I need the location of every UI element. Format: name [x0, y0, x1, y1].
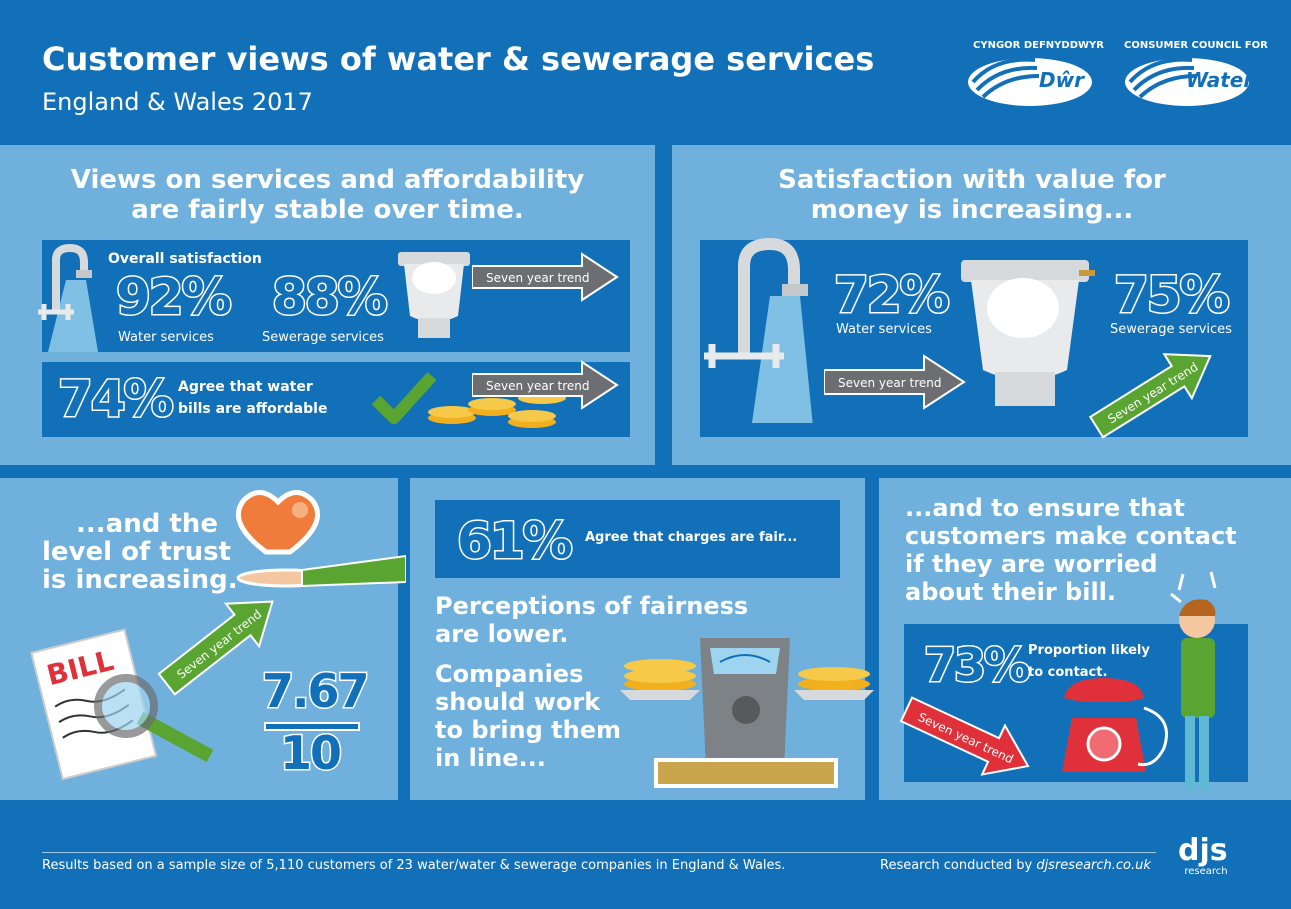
affordability-line2: bills are affordable	[178, 401, 328, 417]
value-for-money-box: 72% Water services 75% Sewerage services…	[700, 237, 1248, 439]
panel2-heading: Satisfaction with value for money is inc…	[672, 165, 1272, 225]
contact-text: ...and to ensure that customers make con…	[905, 494, 1237, 606]
toilet-icon	[398, 252, 470, 338]
water-services-label: Water services	[118, 330, 214, 345]
trend-label-2: Seven year trend	[486, 379, 589, 393]
water-satisfaction-pct: 92%	[115, 267, 234, 328]
trust-trend-label: Seven year trend	[174, 607, 264, 682]
panel2-heading-line2: money is increasing...	[810, 195, 1134, 225]
trend-arrow-up-trust: Seven year trend	[157, 600, 274, 696]
panel-fairness: 61% Agree that charges are fair... Perce…	[410, 478, 874, 800]
tap-icon	[38, 243, 98, 352]
footer-research-prefix: Research conducted by	[880, 858, 1037, 873]
panel1-heading-line2: are fairly stable over time.	[131, 195, 524, 225]
fairness-box: 61% Agree that charges are fair...	[435, 500, 840, 578]
contact-label-line2: to contact.	[1028, 665, 1108, 680]
trend-arrow-flat-1: Seven year trend	[472, 252, 619, 302]
logo-welsh: CYNGOR DEFNYDDWYR Dŵr	[965, 40, 1104, 110]
overall-satisfaction-box: Overall satisfaction 92% Water services …	[38, 240, 630, 352]
contact-label: Proportion likely to contact.	[1028, 640, 1150, 684]
djs-logo-sub: research	[1184, 866, 1228, 877]
fairness-pct: 61%	[456, 511, 575, 572]
trust-line2: level of trust	[42, 537, 231, 567]
companies-line4: in line...	[435, 744, 546, 772]
trust-score-denominator: 10	[278, 725, 343, 782]
heart-hand-icon	[235, 490, 406, 588]
contact-line1: ...and to ensure that	[905, 494, 1185, 522]
affordability-pct: 74%	[57, 369, 176, 430]
bill-magnifier-icon: BILL	[30, 628, 214, 781]
coins-icon	[428, 392, 566, 428]
panel-trust: ...and the level of trust is increasing.…	[0, 478, 406, 800]
check-icon	[371, 371, 437, 424]
djs-logo-word: djs	[1178, 833, 1228, 868]
trust-score-divider	[264, 722, 360, 731]
trust-line3: is increasing.	[42, 565, 238, 595]
vfm-trend-sewer: Seven year trend	[1105, 360, 1200, 427]
contact-line2: customers make contact	[905, 522, 1237, 550]
sewerage-services-label: Sewerage services	[262, 330, 384, 345]
contact-pct: 73%	[922, 637, 1031, 694]
trend-arrow-down-contact: Seven year trend	[900, 696, 1030, 776]
footer-divider	[42, 852, 1156, 853]
logo-welsh-org: CYNGOR DEFNYDDWYR	[973, 40, 1104, 51]
vfm-water-pct: 72%	[833, 265, 952, 326]
page-title: Customer views of water & sewerage servi…	[42, 40, 875, 78]
page-subtitle: England & Wales 2017	[42, 88, 313, 116]
vfm-trend-water: Seven year trend	[838, 376, 941, 390]
logo-english-org: CONSUMER COUNCIL FOR	[1124, 40, 1268, 51]
worried-person-icon	[1170, 571, 1217, 790]
companies-line3: to bring them	[435, 716, 622, 744]
trend-label-1: Seven year trend	[486, 271, 589, 285]
panel1-heading-line1: Views on services and affordability	[70, 165, 585, 195]
trust-score: 7.67	[261, 663, 371, 720]
tap-icon-large	[704, 237, 813, 423]
panel1-heading: Views on services and affordability are …	[0, 165, 655, 225]
contact-line3: if they are worried	[905, 550, 1158, 578]
fairness-label: Agree that charges are fair...	[585, 530, 798, 545]
trust-line1: ...and the	[76, 509, 218, 539]
vfm-water-label: Water services	[836, 322, 932, 337]
contact-label-line1: Proportion likely	[1028, 643, 1150, 658]
logo-english: CONSUMER COUNCIL FOR Water	[1122, 40, 1268, 110]
footer-note: Results based on a sample size of 5,110 …	[42, 858, 786, 873]
perception-line1: Perceptions of fairness	[435, 592, 749, 620]
panel2-heading-line1: Satisfaction with value for	[778, 165, 1166, 195]
trend-arrow-up-vfm: Seven year trend	[1088, 353, 1212, 439]
affordability-line1: Agree that water	[178, 379, 313, 395]
overall-satisfaction-label: Overall satisfaction	[108, 251, 262, 267]
toilet-icon-large	[961, 260, 1095, 406]
perception-line2: are lower.	[435, 620, 569, 648]
panel-value-for-money: Satisfaction with value for money is inc…	[672, 145, 1291, 465]
scales-icon	[620, 638, 874, 788]
vfm-sewerage-label: Sewerage services	[1110, 322, 1232, 337]
vfm-sewerage-pct: 75%	[1113, 265, 1232, 326]
trust-text: ...and the level of trust is increasing.	[42, 510, 242, 594]
trend-arrow-flat-vfm: Seven year trend	[824, 354, 966, 410]
contact-line4: about their bill.	[905, 578, 1117, 606]
affordability-box: 74% Agree that water bills are affordabl…	[42, 360, 630, 437]
telephone-icon	[1062, 678, 1168, 772]
companies-line1: Companies	[435, 660, 584, 688]
logo-english-word: Water	[1186, 68, 1254, 92]
companies-line2: should work	[435, 688, 601, 716]
footer-research-link[interactable]: djsresearch.co.uk	[1036, 858, 1151, 873]
logo-welsh-word: Dŵr	[1039, 68, 1084, 92]
fairness-text: Perceptions of fairness are lower. Compa…	[435, 592, 748, 772]
sewerage-satisfaction-pct: 88%	[271, 267, 390, 328]
affordability-label: Agree that water bills are affordable	[178, 376, 327, 420]
trend-arrow-flat-2: Seven year trend	[472, 360, 619, 410]
djs-logo: djs research	[1178, 833, 1228, 878]
footer-research: Research conducted by djsresearch.co.uk	[880, 858, 1151, 873]
panel-contact: ...and to ensure that customers make con…	[879, 478, 1291, 800]
panel-services-affordability: Views on services and affordability are …	[0, 145, 655, 465]
